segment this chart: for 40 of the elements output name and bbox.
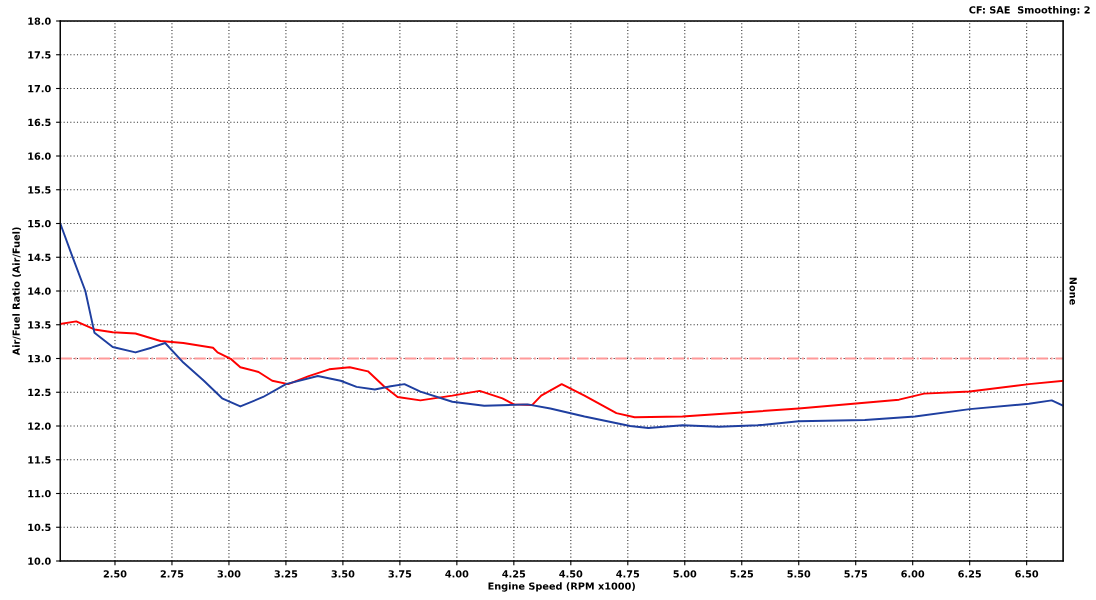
y-tick-label: 14.5	[28, 253, 51, 262]
y-tick-label: 11.0	[28, 489, 51, 498]
x-tick-label: 3.50	[331, 570, 355, 578]
x-tick-label: 6.25	[958, 570, 981, 578]
y-tick-label: 17.0	[28, 84, 51, 93]
x-tick-label: 3.25	[274, 570, 298, 578]
x-tick-label: 2.75	[160, 570, 184, 578]
y-tick-label: 14.0	[28, 287, 51, 295]
x-tick-label: 4.25	[502, 570, 526, 578]
x-tick-label: 5.25	[730, 570, 754, 578]
y-tick-label: 13.0	[28, 354, 51, 363]
x-tick-label: 6.50	[1015, 570, 1039, 578]
y-tick-label: 10.5	[28, 523, 51, 532]
y-tick-label: 15.5	[28, 186, 51, 194]
y-tick-label: 18.0	[28, 17, 51, 25]
y-tick-label: 13.5	[28, 321, 51, 329]
x-tick-label: 3.75	[388, 570, 412, 578]
text: CF: SAE Smoothing: 2	[969, 6, 1090, 16]
x-tick-label: 5.50	[787, 570, 811, 578]
y-tick-label: 17.5	[28, 51, 51, 59]
x-tick-label: 4.00	[445, 570, 469, 578]
y-tick-label: 12.0	[28, 422, 51, 430]
y-axis-title: Air/Fuel Ratio (Air/Fuel)	[12, 227, 21, 356]
x-tick-label: 5.75	[844, 570, 868, 578]
y-tick-label: 16.0	[28, 152, 51, 160]
y-tick-label: 10.0	[28, 557, 51, 565]
x-tick-label: 4.75	[616, 570, 640, 578]
y-tick-label: 16.5	[28, 118, 51, 127]
y-tick-label: 15.0	[28, 219, 51, 228]
x-tick-label: 6.00	[901, 570, 925, 578]
y-tick-label: 12.5	[28, 388, 51, 397]
x-tick-label: 5.00	[673, 570, 697, 578]
x-tick-label: 4.50	[559, 570, 583, 578]
y2-axis-title: None	[1069, 277, 1077, 305]
line-series	[60, 222, 1064, 429]
x-tick-label: 3.00	[217, 570, 241, 578]
y-tick-label: 11.5	[28, 456, 51, 464]
x-axis-title: Engine Speed (RPM x1000)	[488, 582, 635, 592]
x-tick-label: 2.50	[103, 570, 127, 578]
line-series	[60, 320, 1064, 419]
